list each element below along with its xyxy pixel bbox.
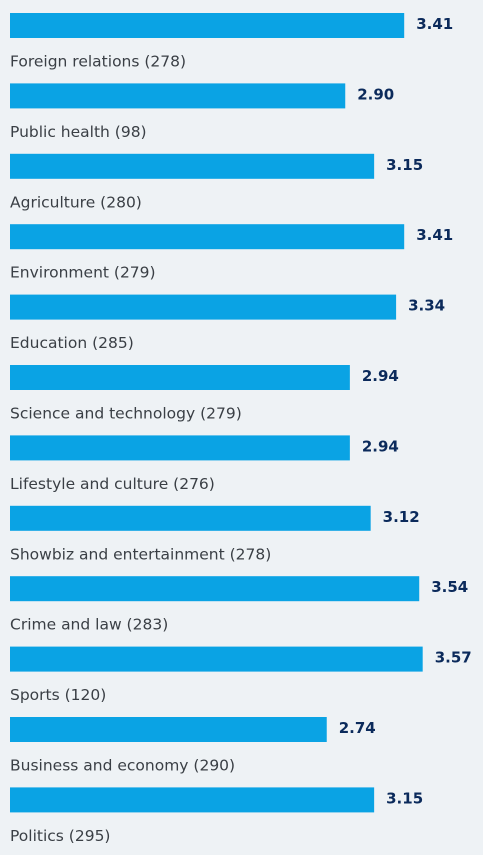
bar [10,83,346,109]
bar [10,576,420,602]
bar [10,787,375,813]
bar [10,365,350,390]
category-label: Public health (98) [10,123,147,141]
value-label: 3.15 [386,789,423,807]
bar [10,646,423,672]
category-label: Crime and law (283) [10,616,168,634]
value-label: 2.90 [357,85,394,103]
category-label: Sports (120) [10,686,106,704]
category-label: Education (285) [10,334,134,352]
category-label: Environment (279) [10,264,156,282]
value-label: 3.12 [383,508,420,526]
bar [10,435,350,461]
category-label: Agriculture (280) [10,193,142,211]
bar [10,13,405,38]
value-label: 2.74 [339,719,376,737]
bar [10,717,327,742]
value-label: 3.15 [386,156,423,174]
bar [10,294,397,320]
category-label: Business and economy (290) [10,757,235,775]
category-label: Foreign relations (278) [10,53,186,71]
value-label: 3.41 [416,226,453,244]
category-label: Showbiz and entertainment (278) [10,545,271,563]
value-label: 2.94 [362,437,399,455]
bar [10,153,375,179]
value-label: 3.34 [408,297,445,315]
category-label: Science and technology (279) [10,405,242,423]
category-label: Lifestyle and culture (276) [10,475,215,493]
value-label: 3.54 [431,578,468,596]
value-label: 3.41 [416,15,453,33]
value-label: 3.57 [435,649,472,667]
bar [10,224,405,250]
value-label: 2.94 [362,367,399,385]
category-label: Politics (295) [10,827,110,845]
bar [10,505,371,531]
